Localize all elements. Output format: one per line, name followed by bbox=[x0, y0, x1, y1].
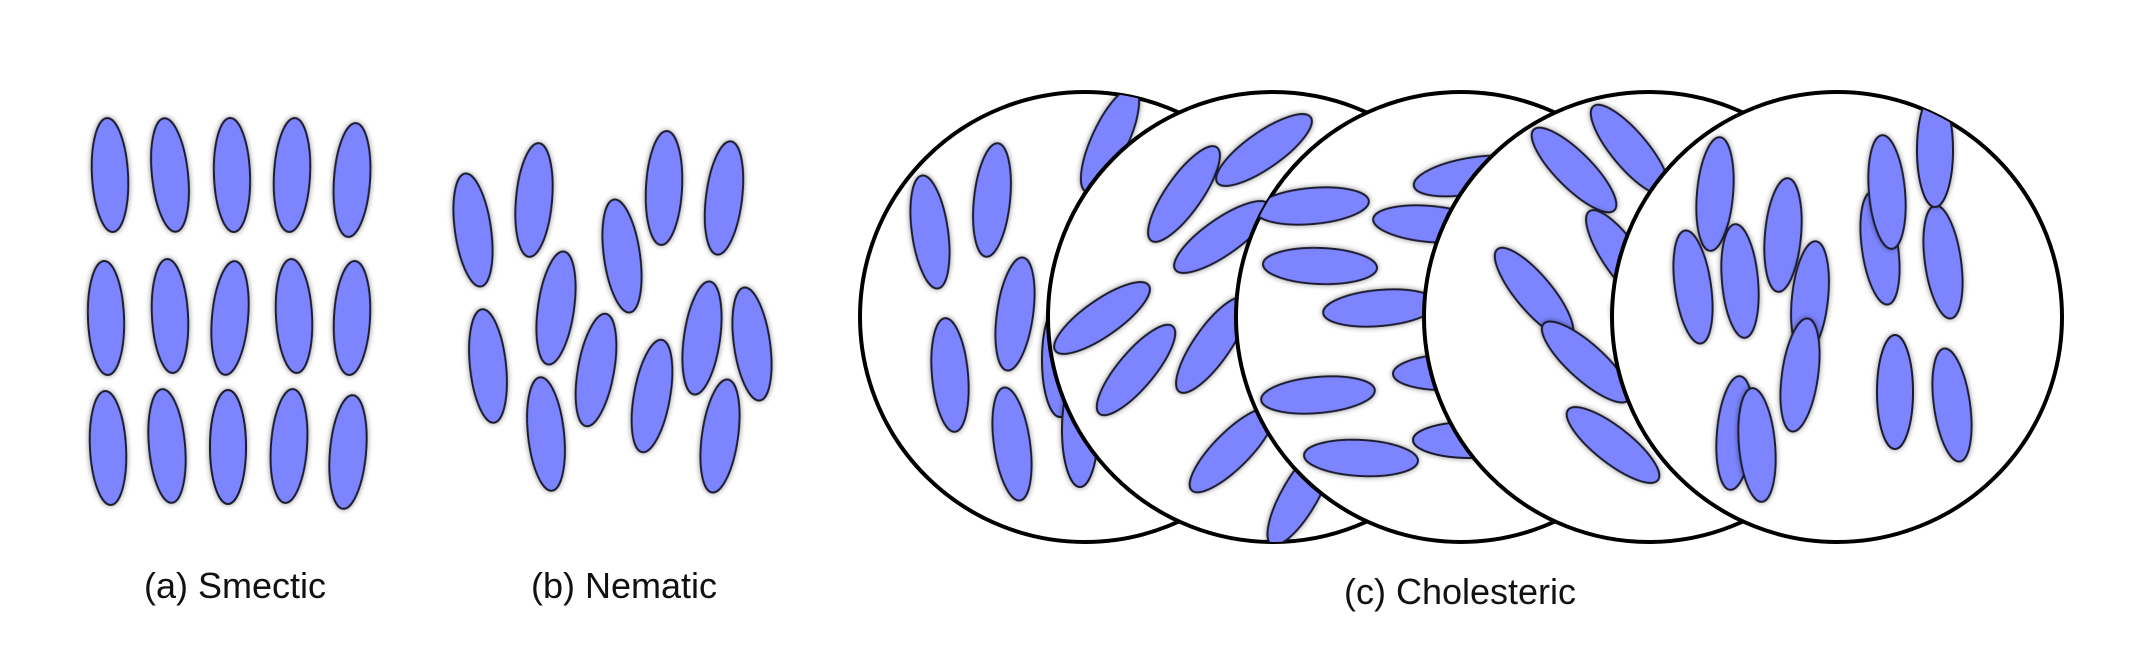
nematic-molecule-11 bbox=[526, 376, 566, 492]
nematic-molecule-12 bbox=[630, 338, 674, 454]
cholesteric-molecule-2-1 bbox=[1147, 145, 1221, 243]
smectic-molecule-1 bbox=[90, 117, 130, 233]
smectic-molecule-6 bbox=[86, 260, 126, 376]
smectic-label: (a) Smectic bbox=[144, 565, 326, 606]
cholesteric-molecule-5-10 bbox=[1931, 347, 1973, 463]
nematic-molecule-6 bbox=[601, 198, 643, 314]
cholesteric-molecule-5-7 bbox=[1867, 134, 1907, 250]
nematic-panel bbox=[452, 130, 773, 494]
smectic-molecule-4 bbox=[272, 117, 312, 233]
nematic-molecule-2 bbox=[514, 142, 554, 258]
cholesteric-molecule-3-5 bbox=[1303, 438, 1419, 478]
cholesteric-molecule-4-1 bbox=[1530, 126, 1618, 214]
smectic-molecule-9 bbox=[274, 258, 314, 374]
cholesteric-molecule-3-4 bbox=[1260, 375, 1376, 415]
smectic-molecule-10 bbox=[332, 260, 372, 376]
cholesteric-molecule-5-4 bbox=[1763, 177, 1803, 293]
cholesteric-disk-outline-5 bbox=[1610, 90, 2064, 544]
cholesteric-molecule-5-8 bbox=[1779, 317, 1821, 433]
nematic-molecule-13 bbox=[699, 378, 741, 494]
cholesteric-molecule-2-5 bbox=[1095, 323, 1177, 417]
nematic-molecule-8 bbox=[731, 286, 773, 402]
nematic-molecule-4 bbox=[703, 140, 745, 256]
nematic-molecule-10 bbox=[574, 312, 618, 428]
smectic-molecule-12 bbox=[147, 388, 187, 504]
cholesteric-panel bbox=[858, 90, 2064, 544]
cholesteric-molecule-5-9 bbox=[1876, 334, 1914, 450]
smectic-molecule-7 bbox=[150, 258, 190, 374]
smectic-molecule-13 bbox=[209, 389, 247, 505]
smectic-molecule-2 bbox=[150, 117, 190, 233]
cholesteric-molecule-1-3 bbox=[994, 256, 1036, 372]
cholesteric-molecule-1-2 bbox=[972, 142, 1012, 258]
smectic-molecule-11 bbox=[88, 390, 128, 506]
smectic-molecule-14 bbox=[269, 388, 309, 504]
cholesteric-molecule-5-1 bbox=[1695, 136, 1735, 252]
cholesteric-label: (c) Cholesteric bbox=[1344, 571, 1576, 612]
nematic-molecule-9 bbox=[468, 308, 508, 424]
nematic-molecule-5 bbox=[535, 250, 577, 366]
cholesteric-molecule-5-14 bbox=[1916, 92, 1954, 208]
smectic-molecule-3 bbox=[212, 117, 252, 233]
cholesteric-molecule-4-5 bbox=[1565, 406, 1661, 484]
smectic-molecule-8 bbox=[210, 260, 250, 376]
nematic-molecule-3 bbox=[644, 130, 684, 246]
cholesteric-molecule-3-2 bbox=[1262, 246, 1378, 286]
cholesteric-molecule-5-2 bbox=[1720, 223, 1760, 339]
smectic-molecule-15 bbox=[328, 394, 368, 510]
cholesteric-molecule-1-1 bbox=[909, 174, 951, 290]
cholesteric-disk-5 bbox=[1610, 90, 2064, 544]
smectic-molecule-5 bbox=[332, 122, 372, 238]
cholesteric-molecule-5-3 bbox=[1672, 229, 1714, 345]
nematic-molecule-1 bbox=[452, 172, 494, 288]
nematic-molecule-7 bbox=[681, 280, 723, 396]
cholesteric-molecule-5-12 bbox=[1737, 387, 1777, 503]
nematic-label: (b) Nematic bbox=[531, 565, 717, 606]
cholesteric-molecule-1-5 bbox=[991, 386, 1033, 502]
cholesteric-molecule-2-2 bbox=[1215, 113, 1313, 187]
cholesteric-disk-molecules-5 bbox=[1672, 92, 1973, 503]
cholesteric-molecule-2-4 bbox=[1053, 281, 1151, 355]
cholesteric-molecule-1-4 bbox=[930, 317, 970, 433]
smectic-panel bbox=[86, 117, 372, 510]
